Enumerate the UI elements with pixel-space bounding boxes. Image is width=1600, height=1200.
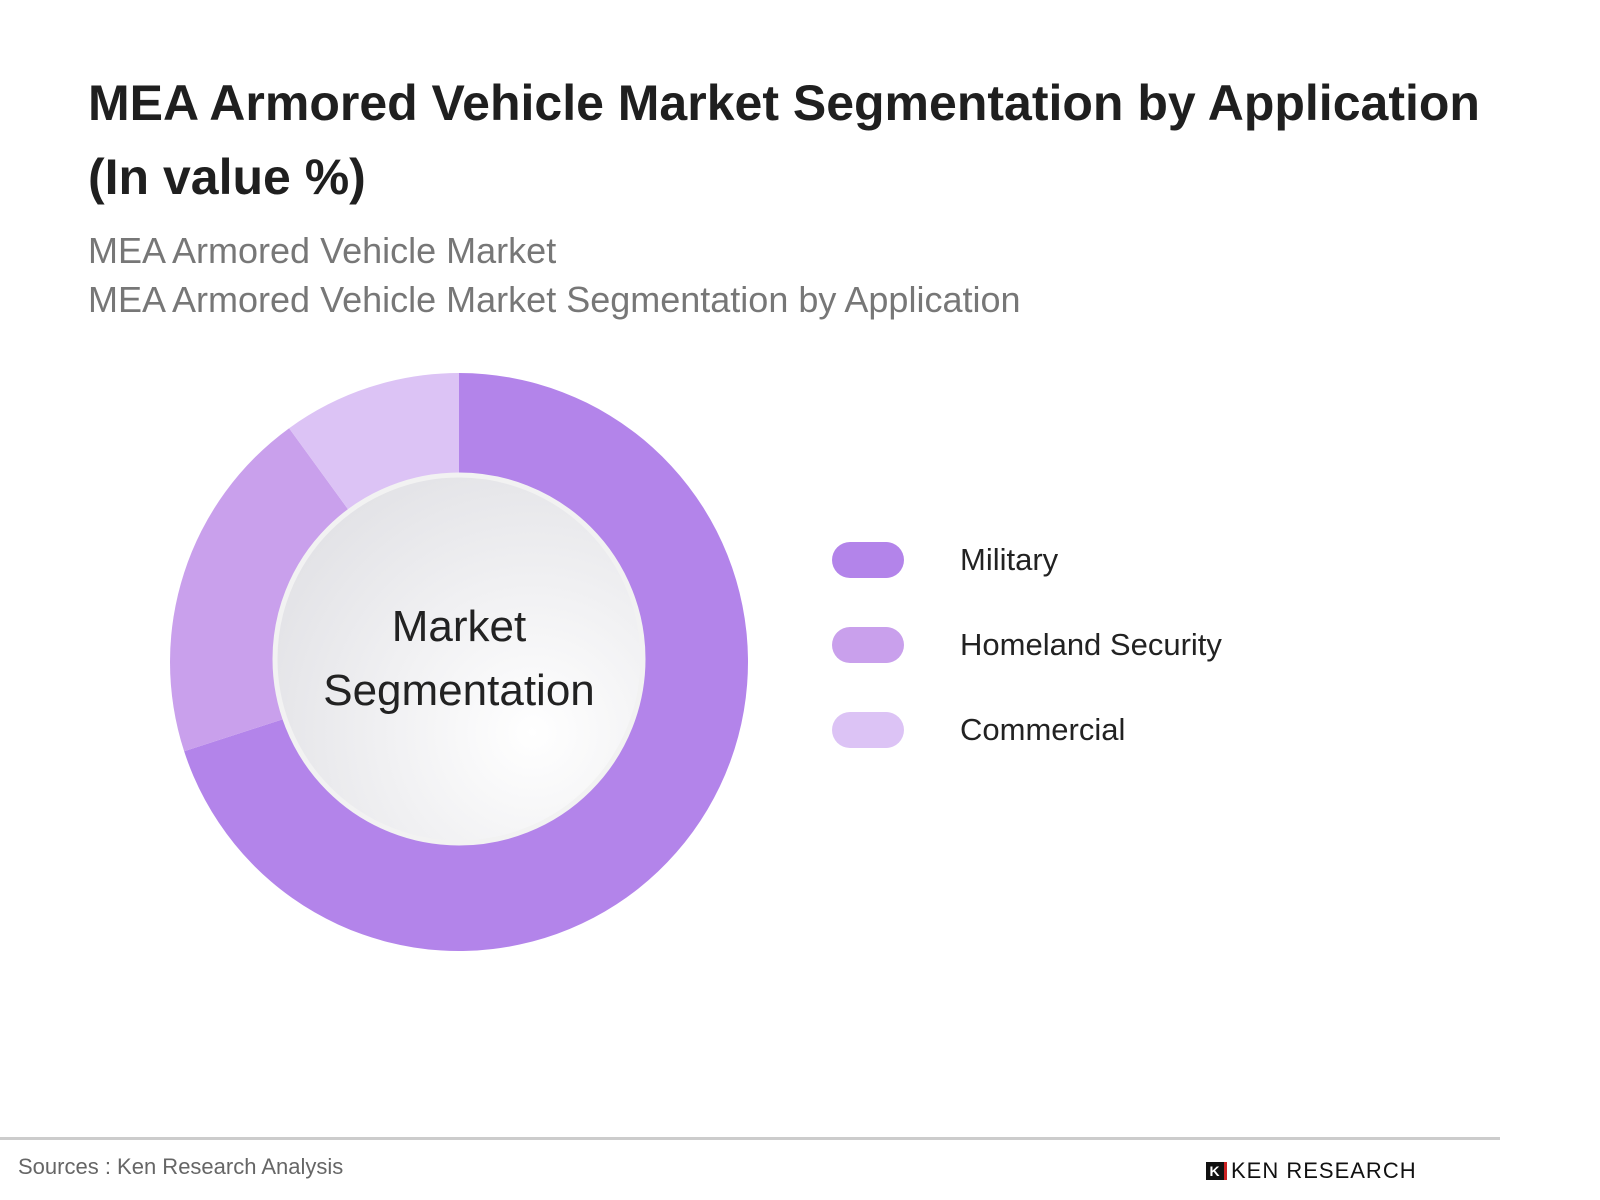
legend-label: Commercial — [960, 712, 1126, 747]
chart-subtitle-1: MEA Armored Vehicle Market — [88, 230, 557, 271]
logo-text: KEN RESEARCH — [1231, 1158, 1417, 1183]
ken-research-logo: K KEN RESEARCH — [1206, 1158, 1417, 1184]
legend-swatch — [832, 627, 904, 663]
chart-subtitle-2: MEA Armored Vehicle Market Segmentation … — [88, 279, 1021, 320]
legend-swatch — [832, 712, 904, 748]
legend-item: Military — [832, 540, 1058, 580]
center-label-line-1: Market — [391, 602, 527, 651]
center-label-line-2: Segmentation — [323, 666, 595, 715]
chart-title: MEA Armored Vehicle Market Segmentation … — [88, 75, 1480, 205]
legend-item: Homeland Security — [832, 625, 1222, 665]
donut-center — [272, 472, 646, 846]
source-note: Sources : Ken Research Analysis — [18, 1154, 344, 1179]
footer-divider — [0, 1137, 1500, 1140]
legend-label: Homeland Security — [960, 627, 1222, 662]
legend-label: Military — [960, 542, 1059, 577]
donut-center-label: Market Segmentation — [279, 595, 639, 723]
logo-mark-icon: K — [1206, 1162, 1227, 1180]
legend-item: Commercial — [832, 710, 1125, 750]
legend-swatch — [832, 542, 904, 578]
